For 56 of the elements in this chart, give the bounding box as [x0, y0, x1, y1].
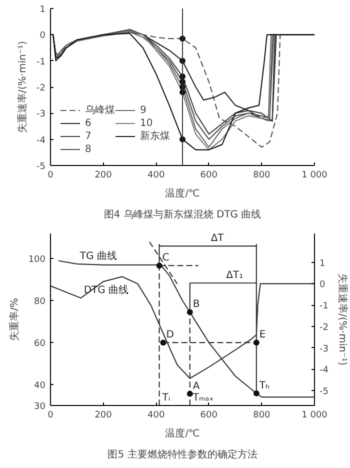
- legend-label: 8: [85, 143, 92, 155]
- y-axis-title: 失重率/%: [8, 298, 20, 341]
- y-tick-label: 1: [40, 5, 46, 15]
- y2-tick-label: 1: [320, 258, 326, 269]
- annotation: TG 曲线: [78, 250, 117, 262]
- annotation: Tₘₐₓ: [192, 392, 214, 404]
- caption: 图4 乌峰煤与新东煤混烧 DTG 曲线: [104, 208, 262, 220]
- legend-label: 10: [140, 117, 154, 129]
- y2-tick-label: -2: [320, 322, 328, 333]
- y-tick-label: -4: [36, 136, 46, 146]
- x-tick-label: 600: [200, 410, 218, 420]
- y-tick-label: 60: [34, 339, 46, 350]
- legend-label: 6: [85, 117, 92, 129]
- annotation: Tₕ: [258, 380, 270, 392]
- x-tick-label: 600: [200, 170, 218, 180]
- x-tick-label: 800: [253, 410, 271, 420]
- x-tick-label: 1 000: [302, 410, 328, 420]
- legend-label: 7: [85, 130, 92, 142]
- y-tick-label: 40: [34, 381, 46, 392]
- y-tick-label: 100: [28, 255, 46, 266]
- y2-tick-label: -1: [320, 302, 328, 312]
- y-tick-label: -3: [36, 110, 46, 120]
- legend-label: 新东煤: [140, 130, 170, 143]
- x-tick-label: 0: [48, 170, 54, 180]
- x-tick-label: 1 000: [302, 170, 328, 180]
- annotation: A: [192, 380, 200, 392]
- x-tick-label: 200: [94, 410, 112, 420]
- y-tick-label: 80: [34, 297, 46, 308]
- annotation: E: [259, 330, 266, 341]
- y2-tick-label: -3: [320, 344, 328, 354]
- annotation: D: [166, 330, 174, 341]
- y2-tick-label: -5: [320, 387, 328, 398]
- x-tick-label: 400: [148, 170, 165, 180]
- y-tick-label: -2: [36, 84, 46, 94]
- x-tick-label: 800: [253, 170, 271, 180]
- x-tick-label: 200: [94, 170, 112, 180]
- x-tick-label: 0: [48, 410, 54, 420]
- annotation: ΔT: [210, 233, 225, 244]
- x-axis-title: 温度/℃: [165, 188, 200, 200]
- y2-tick-label: -4: [320, 366, 329, 376]
- annotation: ΔT₁: [226, 270, 244, 281]
- x-tick-label: 400: [148, 410, 165, 420]
- y-axis-title: 失重速率/(%·min⁻¹): [16, 40, 29, 133]
- legend-label: 9: [140, 104, 148, 116]
- y-tick-label: 30: [34, 402, 46, 412]
- caption: 图5 主要燃烧特性参数的确定方法: [108, 448, 258, 460]
- y-tick-label: 0: [40, 31, 46, 42]
- y2-axis-title: 失重速率/(%·min⁻¹): [336, 274, 348, 366]
- annotation: B: [192, 299, 200, 310]
- annotation: Tᵢ: [161, 392, 170, 404]
- legend-label: 乌峰煤: [85, 104, 115, 117]
- x-axis-title: 温度/℃: [165, 428, 200, 440]
- y-tick-label: -5: [36, 162, 46, 172]
- y2-tick-label: 0: [320, 280, 326, 290]
- y-tick-label: -1: [36, 57, 46, 68]
- annotation: C: [162, 252, 170, 264]
